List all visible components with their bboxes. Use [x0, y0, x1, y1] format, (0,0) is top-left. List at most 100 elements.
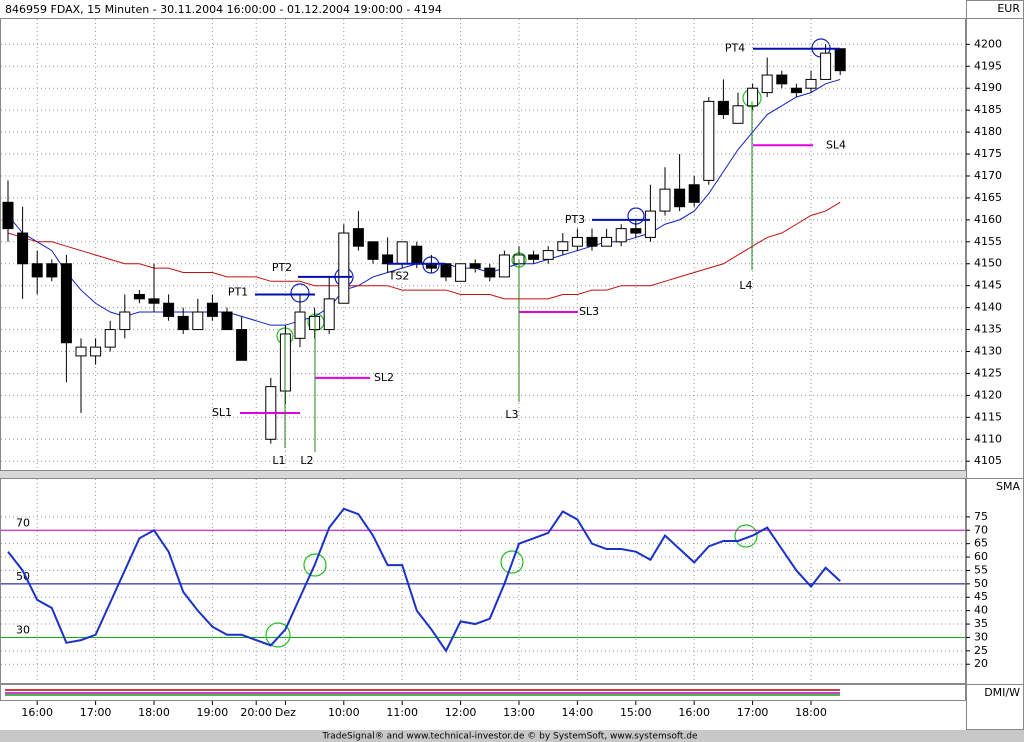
header: 846959 FDAX, 15 Minuten - 30.11.2004 16:…	[5, 3, 442, 16]
target-label: PT3	[565, 213, 585, 226]
y-tick-label: 4190	[974, 81, 1002, 94]
x-tick-label: 19:00	[197, 706, 229, 719]
candle-body	[528, 254, 540, 260]
stop-label: SL4	[826, 138, 846, 151]
candle-body	[790, 87, 802, 94]
x-tick-label: 16:00	[21, 706, 53, 719]
y-tick-label: 25	[974, 644, 988, 657]
candle-body	[805, 78, 817, 89]
candle-body	[367, 241, 379, 260]
candle-body	[31, 263, 43, 278]
candle-body	[834, 48, 846, 72]
y-tick-label: 4195	[974, 59, 1002, 72]
candle-body	[206, 302, 218, 317]
candle-body	[382, 254, 394, 265]
candle-body	[601, 236, 613, 247]
target-label: PT4	[725, 42, 745, 55]
candle-body	[586, 236, 598, 247]
candle-body	[571, 236, 583, 247]
circle	[303, 553, 327, 577]
candle-body	[90, 346, 102, 357]
x-tick-label: 18:00	[138, 706, 170, 719]
candle-body	[338, 232, 350, 304]
candle-body	[75, 346, 87, 357]
x-tick-label: 17:00	[737, 706, 769, 719]
candle-body	[717, 100, 729, 116]
candle-body	[294, 311, 306, 339]
footer-bar	[0, 730, 1024, 742]
y-tick-label: 4200	[974, 37, 1002, 50]
y-tick-label: 4140	[974, 301, 1002, 314]
candle-body	[440, 263, 452, 278]
stop-label: SL1	[212, 406, 232, 419]
candle-body	[644, 210, 656, 238]
y-tick-label: 50	[974, 577, 988, 590]
candle-body	[776, 74, 788, 85]
x-tick-label: 16:00	[678, 706, 710, 719]
candle-body	[396, 241, 408, 265]
reference-label: 30	[16, 623, 30, 636]
y-tick-label: 4175	[974, 147, 1002, 160]
entry-label: L4	[739, 279, 752, 292]
candle-body	[411, 245, 423, 265]
dmi-lines	[5, 689, 840, 696]
dmi-panel	[0, 684, 966, 701]
candle-body	[659, 188, 671, 212]
candle-body	[323, 298, 335, 331]
stop-label: SL2	[374, 371, 394, 384]
candle-body	[455, 263, 467, 282]
price-panel	[0, 18, 966, 471]
y-tick-label: 40	[974, 604, 988, 617]
y-tick-label: 45	[974, 590, 988, 603]
y-tick-label: 4130	[974, 345, 1002, 358]
candle-body	[630, 228, 642, 234]
candle-body	[163, 302, 175, 317]
price-axis-label: EUR	[997, 2, 1020, 15]
y-tick-label: 4165	[974, 191, 1002, 204]
candle-body	[615, 228, 627, 243]
y-tick-label: 4110	[974, 432, 1002, 445]
entry-label: L2	[300, 454, 313, 467]
x-tick-label: 10:00	[328, 706, 360, 719]
x-tick-label: 20:00	[240, 706, 272, 719]
y-tick-label: 4155	[974, 235, 1002, 248]
candle-body	[104, 329, 116, 348]
y-tick-label: 65	[974, 537, 988, 550]
y-tick-label: 60	[974, 550, 988, 563]
candle-body	[119, 311, 131, 331]
footer: TradeSignal® and www.technical-investor.…	[321, 732, 698, 742]
y-tick-label: 4150	[974, 257, 1002, 270]
moving-average	[7, 201, 841, 300]
separator	[0, 471, 966, 478]
target-label: PT1	[228, 285, 248, 298]
entry-label: L1	[272, 454, 285, 467]
candle-body	[17, 232, 29, 265]
y-tick-label: 4120	[974, 388, 1002, 401]
x-tick-label: 14:00	[562, 706, 594, 719]
indicator-panel	[0, 478, 966, 684]
circle	[265, 622, 291, 648]
candle-body	[352, 228, 364, 247]
candle-body	[2, 201, 14, 230]
target-label: PT2	[272, 261, 292, 274]
reference-label: 70	[16, 516, 30, 529]
y-tick-label: 30	[974, 630, 988, 643]
candle-body	[674, 188, 686, 208]
y-tick-label: 4180	[974, 125, 1002, 138]
candle-body	[542, 250, 554, 260]
dmi-axis-label: DMI/W	[984, 686, 1020, 699]
candle-body	[498, 254, 510, 278]
candle-body	[46, 263, 58, 278]
y-tick-label: 70	[974, 523, 988, 536]
x-tick-label: 12:00	[445, 706, 477, 719]
y-tick-label: 75	[974, 510, 988, 523]
indicator-axis-label: SMA	[996, 480, 1020, 493]
candle-body	[133, 293, 145, 300]
y-tick-label: 55	[974, 563, 988, 576]
y-tick-label: 20	[974, 657, 988, 670]
candle-body	[761, 74, 773, 94]
y-tick-label: 35	[974, 617, 988, 630]
candle-body	[236, 329, 248, 361]
